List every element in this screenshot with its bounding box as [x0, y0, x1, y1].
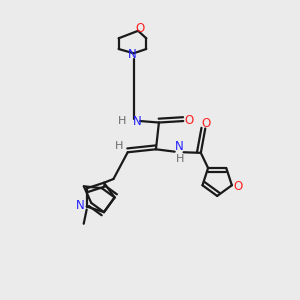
Text: O: O — [184, 114, 194, 127]
Text: O: O — [135, 22, 144, 35]
Text: O: O — [234, 180, 243, 193]
Text: N: N — [76, 199, 85, 212]
Text: H: H — [118, 116, 127, 126]
Text: O: O — [202, 117, 211, 130]
Text: N: N — [133, 115, 142, 128]
Text: H: H — [115, 141, 123, 151]
Text: N: N — [128, 48, 136, 61]
Text: H: H — [176, 154, 184, 164]
Text: N: N — [175, 140, 184, 153]
